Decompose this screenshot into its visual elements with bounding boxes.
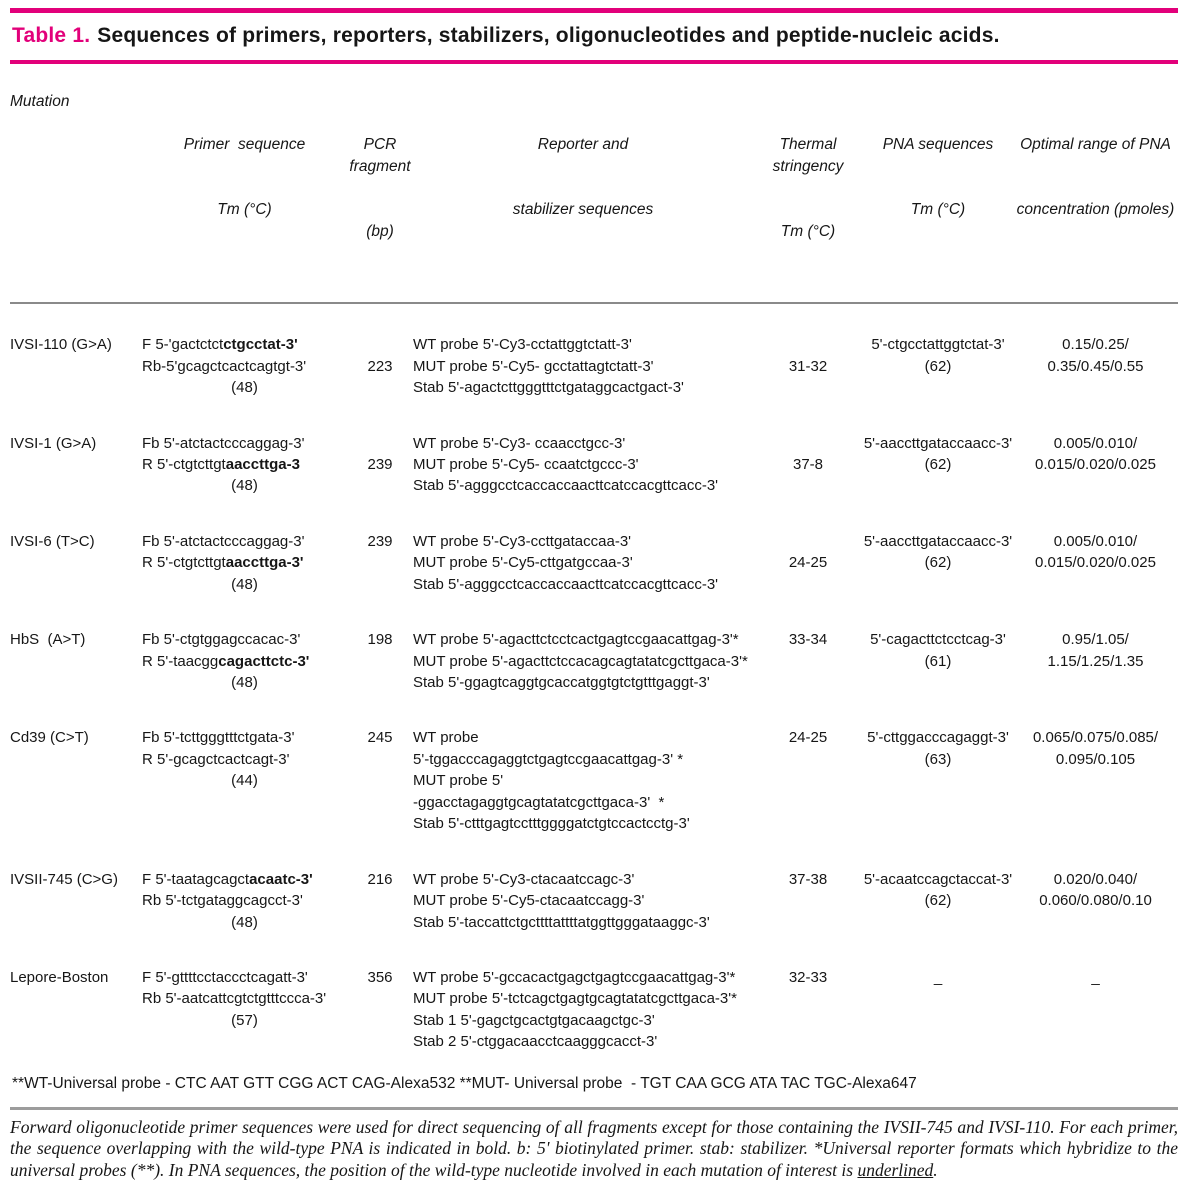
- thermal-stringency-cell: 24-25: [788, 554, 828, 572]
- top-rule: [10, 8, 1178, 13]
- primer-cell: Fb 5'-atctactcccaggag-3' R 5'-ctgtcttgtaa…: [142, 532, 305, 593]
- mutation-cell: IVSI-110 (G>A): [10, 336, 112, 354]
- reporter-stabilizer-cell: WT probe 5'-Cy3-cctattggtctatt-3' MUT pro…: [413, 336, 684, 397]
- table-row: IVSI-110 (G>A) F 5-'gactctctctgcctat-3' Rb…: [10, 334, 1178, 398]
- table-row: IVSI-1 (G>A) Fb 5'-atctactcccaggag-3' R 5'…: [10, 433, 1178, 497]
- header-optimal: Optimal range of PNA concentration (pmol…: [1013, 91, 1178, 286]
- mutation-cell: Cd39 (C>T): [10, 729, 89, 747]
- header-thermal-line1: Thermal stringency: [772, 136, 844, 176]
- pna-concentration-cell: 0.005/0.010/0.015/0.020/0.025: [1035, 434, 1156, 473]
- pcr-fragment-cell: 223: [367, 357, 393, 375]
- pcr-fragment-cell: 356: [367, 968, 393, 986]
- primer-cell: F 5'-taatagcagctacaatc-3' Rb 5'-tctgatagg…: [142, 870, 313, 931]
- table-row: HbS (A>T) Fb 5'-ctgtggagccacac-3' R 5'-taa…: [10, 629, 1178, 693]
- pna-sequence-cell: 5'-cagacttctcctcag-3' (61): [870, 631, 1006, 670]
- pna-concentration-cell: _: [1091, 968, 1100, 986]
- table-row: IVSII-745 (C>G) F 5'-taatagcagctacaatc-3'…: [10, 869, 1178, 933]
- mutation-cell: HbS (A>T): [10, 631, 86, 649]
- pna-sequence-cell: 5'-ctgcctattggtctat-3' (62): [871, 336, 1005, 375]
- title-rule: [10, 60, 1178, 64]
- header-primer-line2: Tm (°C): [217, 201, 272, 219]
- universal-probes-footnote: **WT-Universal probe - CTC AAT GTT CGG A…: [12, 1074, 917, 1092]
- header-optimal-line1: Optimal range of PNA: [1020, 136, 1171, 154]
- mutation-cell: IVSI-6 (T>C): [10, 532, 95, 550]
- table-body: IVSI-110 (G>A) F 5-'gactctctctgcctat-3' Rb…: [10, 304, 1178, 1053]
- header-primer: Primer sequence Tm (°C): [142, 91, 347, 286]
- primer-cell: Fb 5'-tcttgggtttctgata-3' R 5'-gcagctcact…: [142, 729, 295, 790]
- thermal-stringency-cell: 32-33: [788, 968, 828, 986]
- header-pna-line1: PNA sequences: [882, 136, 994, 154]
- header-pcr-line2: (bp): [366, 223, 394, 241]
- pna-sequence-cell: 5'-cttggacccagaggt-3' (63): [867, 729, 1009, 768]
- table-note-end: .: [933, 1160, 938, 1181]
- primer-cell: F 5-'gactctctctgcctat-3' Rb-5'gcagctcactc…: [142, 336, 307, 397]
- header-reporter: Reporter and stabilizer sequences: [413, 91, 753, 286]
- pcr-fragment-cell: 198: [367, 631, 393, 649]
- header-pcr-line1: PCR fragment: [349, 136, 411, 176]
- table-note-underlined: underlined: [857, 1160, 934, 1181]
- header-primer-line1: Primer sequence: [183, 136, 306, 154]
- table-title-label: Table 1.: [12, 24, 91, 47]
- table-row: Lepore-Boston F 5'-gttttcctaccctcagatt-3'…: [10, 967, 1178, 1053]
- header-optimal-line2: concentration (pmoles): [1016, 201, 1175, 219]
- pna-sequence-cell: 5'-aaccttgataccaacc-3' (62): [863, 434, 1013, 473]
- table-row: IVSI-6 (T>C) Fb 5'-atctactcccaggag-3' R 5'…: [10, 531, 1178, 595]
- table-note-body: Forward oligonucleotide primer sequences…: [10, 1116, 1178, 1181]
- reporter-stabilizer-cell: WT probe 5'-Cy3-ctacaatccagc-3' MUT probe…: [413, 870, 710, 931]
- pna-sequence-cell: 5'-acaatccagctaccat-3' (62): [863, 870, 1013, 910]
- thermal-stringency-cell: 37-38: [788, 870, 828, 888]
- reporter-stabilizer-cell: WT probe 5'-agacttctcctcactgagtccgaacatt…: [413, 631, 748, 691]
- pcr-fragment-cell: 216: [367, 870, 393, 888]
- pna-sequence-cell: 5'-aaccttgataccaacc-3' (62): [863, 532, 1013, 572]
- header-pna-line2: Tm (°C): [910, 201, 966, 219]
- pna-concentration-cell: 0.020/0.040/0.060/0.080/0.10: [1039, 870, 1152, 910]
- reporter-stabilizer-cell: WT probe 5'-gccacactgagctgagtccgaacattga…: [413, 968, 737, 1051]
- mutation-cell: IVSII-745 (C>G): [10, 870, 118, 888]
- mutation-cell: Lepore-Boston: [10, 968, 109, 986]
- pna-concentration-cell: 0.15/0.25/0.35/0.45/0.55: [1047, 336, 1144, 375]
- table-note: Forward oligonucleotide primer sequences…: [10, 1117, 1178, 1182]
- thermal-stringency-cell: 24-25: [788, 729, 828, 747]
- primer-cell: Fb 5'-atctactcccaggag-3' R 5'-ctgtcttgtaa…: [142, 434, 305, 495]
- pcr-fragment-cell: 239: [367, 532, 393, 550]
- header-thermal-line2: Tm (°C): [780, 223, 836, 241]
- thermal-stringency-cell: 37-8: [792, 455, 824, 473]
- header-reporter-line1: Reporter and: [537, 136, 629, 154]
- reporter-stabilizer-cell: WT probe 5'-Cy3- ccaacctgcc-3' MUT probe …: [413, 434, 719, 495]
- thermal-stringency-cell: 31-32: [788, 357, 828, 375]
- reporter-stabilizer-cell: WT probe 5'-Cy3-ccttgataccaa-3' MUT probe…: [413, 532, 719, 593]
- table-header: Mutation Primer sequence Tm (°C) PCR fra…: [10, 64, 1178, 305]
- pna-sequence-cell: _: [933, 968, 943, 986]
- pna-concentration-cell: 0.95/1.05/1.15/1.25/1.35: [1047, 631, 1144, 670]
- header-thermal: Thermal stringency Tm (°C): [753, 91, 863, 286]
- header-pcr: PCR fragment (bp): [347, 91, 413, 286]
- pna-concentration-cell: 0.065/0.075/0.085/0.095/0.105: [1032, 729, 1159, 768]
- header-pna: PNA sequences Tm (°C): [863, 91, 1013, 286]
- pna-concentration-cell: 0.005/0.010/0.015/0.020/0.025: [1035, 532, 1156, 572]
- table-row: Cd39 (C>T) Fb 5'-tcttgggtttctgata-3' R 5'-…: [10, 727, 1178, 834]
- table-title: Table 1. Sequences of primers, reporters,…: [12, 24, 1178, 48]
- primer-cell: Fb 5'-ctgtggagccacac-3' R 5'-taacggcagact…: [142, 631, 310, 691]
- footnote-rule: [10, 1106, 1178, 1110]
- header-mutation: Mutation: [10, 93, 70, 110]
- pcr-fragment-cell: 239: [367, 455, 393, 473]
- table-title-text: Sequences of primers, reporters, stabili…: [97, 24, 1000, 47]
- reporter-stabilizer-cell: WT probe 5'-tggacccagaggtctgagtccgaacattg…: [413, 729, 690, 833]
- header-reporter-line2: stabilizer sequences: [512, 201, 654, 219]
- mutation-cell: IVSI-1 (G>A): [10, 434, 97, 452]
- thermal-stringency-cell: 33-34: [788, 631, 828, 649]
- pcr-fragment-cell: 245: [367, 729, 393, 747]
- primer-cell: F 5'-gttttcctaccctcagatt-3' Rb 5'-aatcatt…: [142, 968, 327, 1029]
